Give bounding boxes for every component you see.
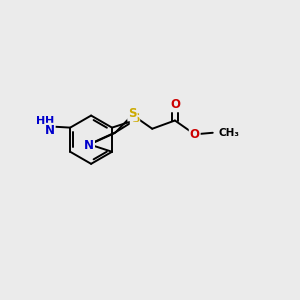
Text: CH₃: CH₃ <box>218 128 239 138</box>
Text: N: N <box>45 124 55 137</box>
Text: S: S <box>128 107 137 120</box>
Text: O: O <box>190 128 200 141</box>
Text: H: H <box>45 116 54 126</box>
Text: H: H <box>36 116 45 126</box>
Text: S: S <box>131 112 139 125</box>
Text: N: N <box>84 139 94 152</box>
Text: O: O <box>170 98 180 111</box>
